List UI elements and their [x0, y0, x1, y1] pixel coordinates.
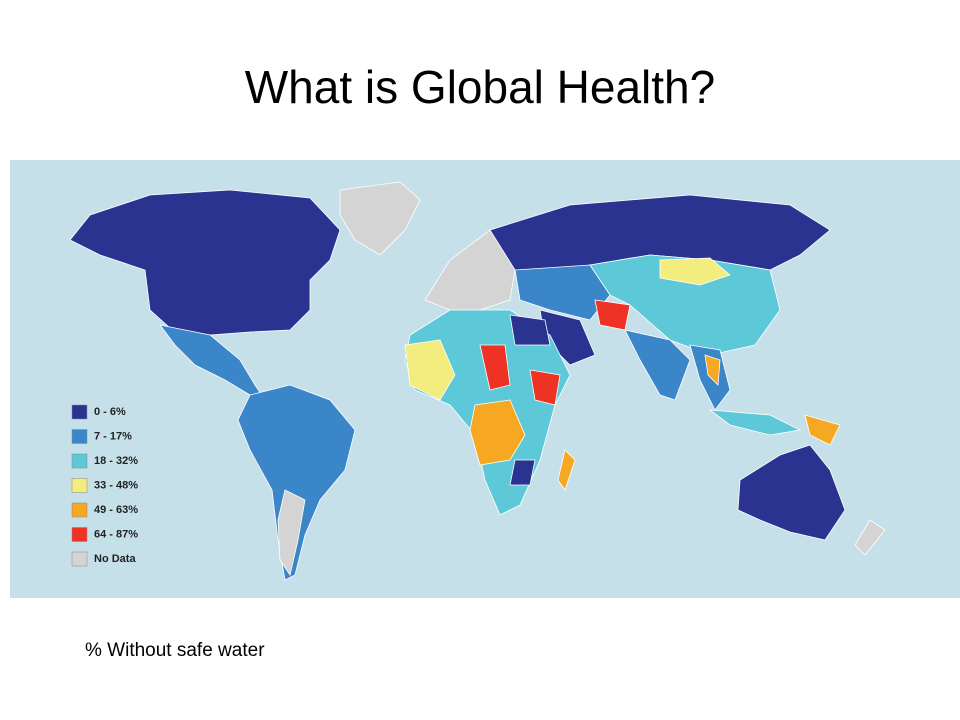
legend-label: No Data — [94, 553, 136, 565]
landmass — [339, 181, 421, 256]
landmass — [529, 369, 561, 406]
landmass — [589, 254, 781, 356]
slide-title: What is Global Health? — [244, 61, 716, 113]
landmass — [659, 257, 731, 286]
caption: % Without safe water — [85, 640, 265, 661]
landmass — [69, 189, 341, 336]
legend-swatch — [71, 478, 88, 493]
legend-swatch — [71, 429, 88, 444]
legend-label: 7 - 17% — [94, 430, 132, 442]
landmass — [854, 519, 886, 556]
landmass — [479, 344, 511, 391]
legend: 0 - 6% 7 - 17% 18 - 32% 33 - 48% 49 - 63% 64 … — [71, 404, 138, 567]
world-map: 0 - 6% 7 - 17% 18 - 32% 33 - 48% 49 - 63% 64 … — [10, 160, 960, 598]
landmass — [804, 414, 841, 446]
legend-label: 49 - 63% — [94, 504, 138, 516]
landmass — [509, 314, 551, 346]
legend-swatch — [71, 453, 88, 469]
landmass — [624, 329, 691, 401]
legend-swatch — [71, 404, 88, 420]
legend-label: 64 - 87% — [94, 528, 138, 540]
legend-label: 0 - 6% — [94, 406, 126, 418]
legend-label: 33 - 48% — [94, 479, 138, 491]
landmass — [469, 399, 526, 466]
landmass — [509, 459, 536, 486]
legend-label: 18 - 32% — [94, 455, 138, 467]
landmass — [704, 354, 721, 386]
landmass — [737, 444, 846, 541]
landmass — [237, 384, 356, 581]
landmass — [277, 489, 306, 576]
legend-swatch — [71, 527, 88, 542]
legend-swatch — [71, 551, 88, 567]
legend-swatch — [71, 502, 88, 518]
landmass — [557, 449, 576, 491]
landmass — [708, 409, 802, 436]
landmass — [404, 339, 456, 401]
